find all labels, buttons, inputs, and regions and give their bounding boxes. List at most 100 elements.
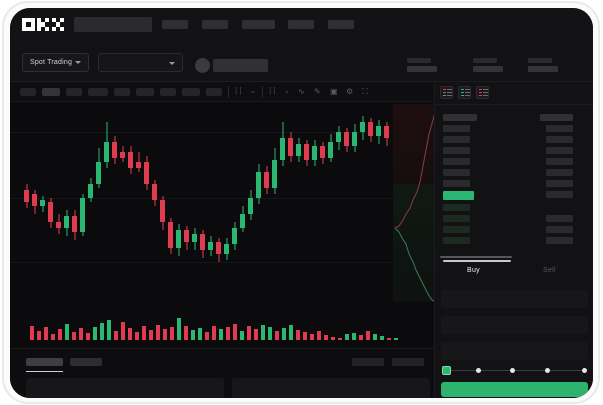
volume-bar [86,333,90,340]
candle [88,102,93,300]
nav-item-4[interactable] [288,20,314,29]
percent-slider-handle[interactable] [442,366,451,375]
orderbook-scrollbar[interactable] [440,256,512,258]
timeframe-6[interactable] [136,88,154,96]
order-amount-field[interactable] [441,316,588,334]
indicators-chevron-icon[interactable]: ⌄ [284,88,290,95]
timeframe-9[interactable] [206,88,222,96]
timeframe-1[interactable] [20,88,36,96]
volume-bar [121,322,125,340]
candle [352,102,357,300]
nav-item-2[interactable] [202,20,228,29]
order-total-field[interactable] [441,342,588,360]
candle [256,102,261,300]
orderbook-ask-row[interactable] [443,125,470,132]
fullscreen-expand-icon[interactable]: ⛶ [362,87,368,96]
volume-bar [114,331,118,340]
orderbook-ask-row[interactable] [443,180,470,187]
volume-bar [107,320,111,340]
chart-type-chevron-icon[interactable]: ⌄ [250,88,256,95]
nav-item-3[interactable] [242,20,275,29]
timeframe-8[interactable] [182,88,200,96]
orderbook-bid-row[interactable] [443,226,470,233]
orderbook-ask-row[interactable] [443,158,470,165]
order-price-field[interactable] [441,290,588,308]
volume-bar [177,318,181,340]
candle [40,102,45,300]
timeframe-2[interactable] [42,88,60,96]
volume-bar [275,331,279,340]
candle [304,102,309,300]
tab-buy[interactable]: Buy [467,267,480,274]
nav-item-1[interactable] [162,20,188,29]
stat-value [473,66,503,72]
timeframe-7[interactable] [160,88,176,96]
gridline [10,262,434,263]
line-tool-icon[interactable]: ∿ [298,87,305,96]
orderbook-mode-asks-icon[interactable] [476,86,489,99]
orderbook-ask-row[interactable] [443,169,470,176]
candle [144,102,149,300]
gridline [10,132,434,133]
market-stat-2 [473,58,503,72]
orderbook-divider [435,104,593,105]
candlestick-type-icon[interactable]: ┆┆ [234,88,243,95]
orders-action-1[interactable] [352,358,384,366]
orders-panel-right[interactable] [232,378,430,398]
orderbook-bid-row[interactable] [443,237,470,244]
draw-pencil-icon[interactable]: ✎ [314,87,321,96]
orderbook-ask-amount [546,147,573,154]
orderbook-mode-bids-icon[interactable] [458,86,471,99]
volume-bar [317,331,321,340]
candle [344,102,349,300]
stat-label [528,58,552,63]
orderbook-bid-row[interactable] [443,215,470,222]
volume-bar [226,327,230,340]
candle [224,102,229,300]
volume-bar [366,331,370,340]
orderbook-ask-amount [546,136,573,143]
tab-sell[interactable]: Sell [543,267,556,274]
timeframe-5[interactable] [114,88,130,96]
orderbook-header-price [443,114,477,121]
candle [136,102,141,300]
percent-slider-stop-25[interactable] [476,368,481,373]
depth-chart-overlay [393,104,438,302]
candle [272,102,277,300]
orders-tab-2[interactable] [70,358,102,366]
percent-slider-stop-75[interactable] [545,368,550,373]
search-input[interactable] [74,17,152,32]
orders-panel-left[interactable] [26,378,224,398]
orderbook-bid-row[interactable] [443,204,470,211]
orderbook-mode-both-icon[interactable] [440,86,453,99]
trading-pair-select[interactable] [98,53,183,72]
percent-slider-stop-100[interactable] [582,368,587,373]
settings-gear-icon[interactable]: ⚙ [346,87,354,96]
percent-slider-track[interactable] [444,370,586,371]
trading-sidebar: Buy Sell [434,82,593,398]
orders-action-2[interactable] [392,358,424,366]
orderbook-ask-row[interactable] [443,136,470,143]
volume-bar [30,326,34,340]
candle [112,102,117,300]
okx-logo[interactable] [22,18,64,31]
candle [240,102,245,300]
candle [80,102,85,300]
volume-bar [100,323,104,340]
submit-buy-button[interactable] [441,382,588,397]
snapshot-camera-icon[interactable]: ▣ [330,87,338,96]
percent-slider-stop-50[interactable] [510,368,515,373]
orderbook-ask-row[interactable] [443,147,470,154]
market-type-select[interactable]: Spot Trading [22,53,89,72]
price-chart[interactable] [10,102,434,300]
chevron-down-icon [169,62,175,65]
orders-tab-1[interactable] [26,358,63,366]
volume-bar [198,328,202,340]
nav-item-5[interactable] [328,20,354,29]
orders-panel [10,348,434,398]
volume-bar [93,327,97,340]
timeframe-4[interactable] [88,88,108,96]
indicators-icon[interactable]: ┆┆ [268,88,277,95]
volume-bar [170,327,174,340]
timeframe-3[interactable] [66,88,82,96]
